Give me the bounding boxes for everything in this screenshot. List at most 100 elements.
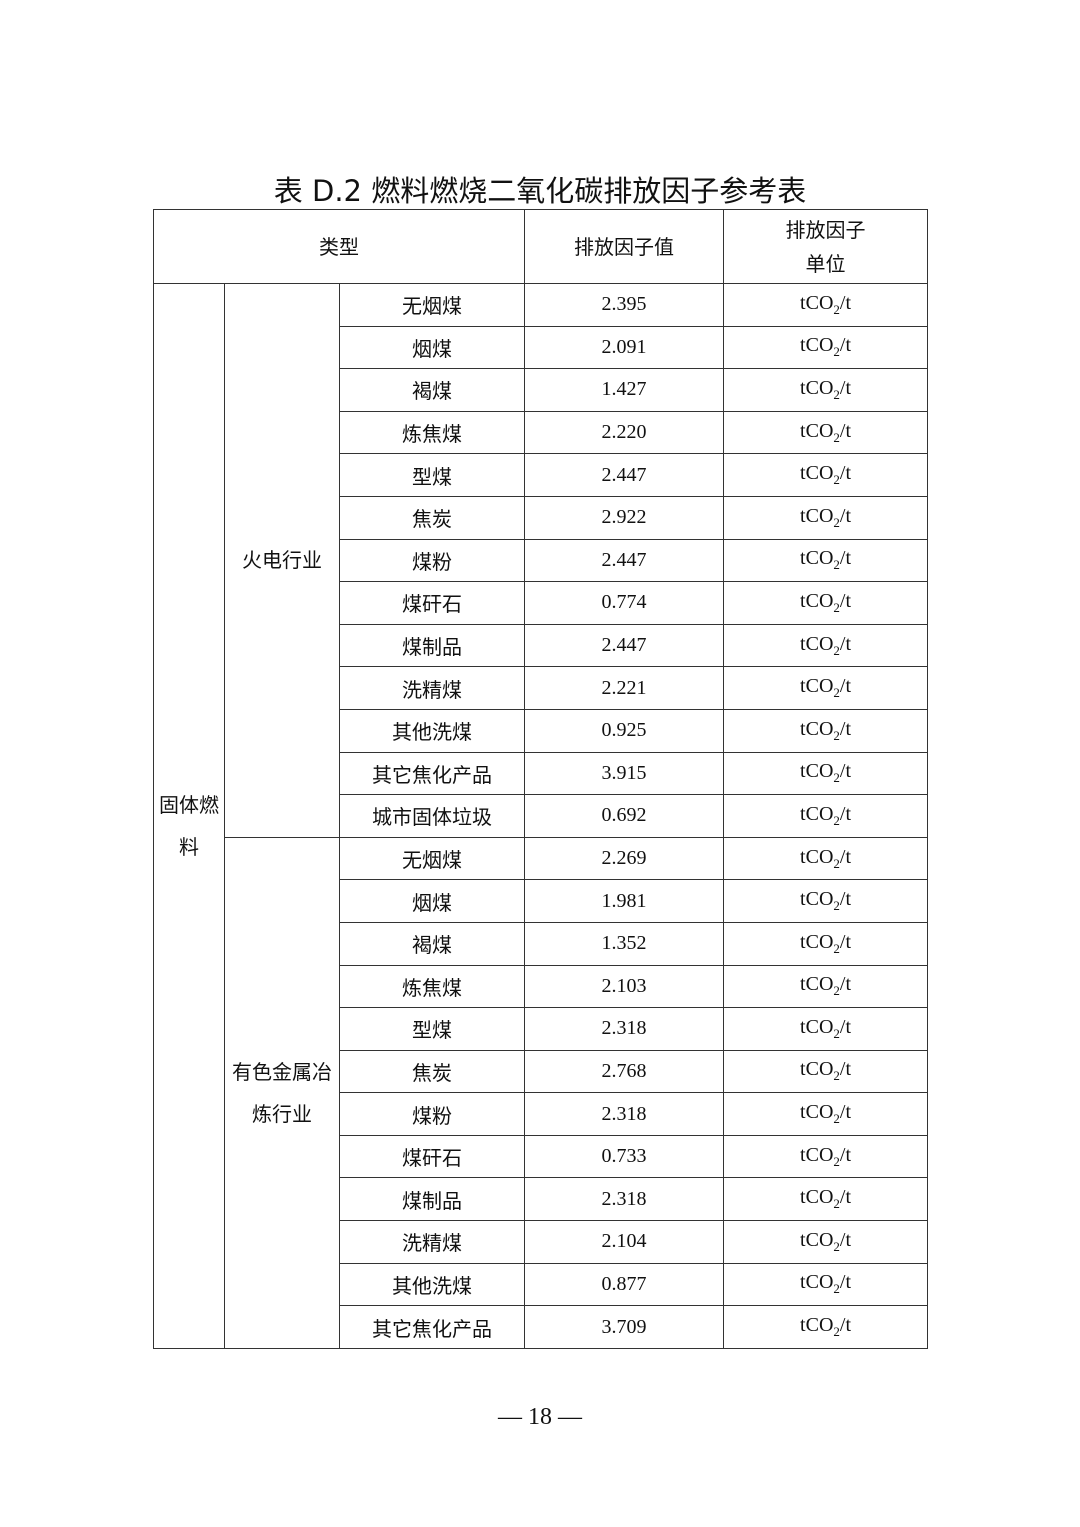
unit-prefix: tCO: [800, 717, 834, 740]
unit-suffix: /t: [839, 547, 852, 570]
factor-value: 1.352: [524, 921, 725, 966]
factor-value: 0.774: [524, 581, 725, 625]
unit-suffix: /t: [839, 1015, 852, 1038]
unit-suffix: /t: [839, 334, 852, 357]
fuel-name: 其他洗煤: [338, 1262, 526, 1307]
fuel-name: 焦炭: [338, 1049, 526, 1094]
factor-value: 2.220: [524, 410, 725, 455]
factor-unit: tCO2/t: [723, 751, 929, 796]
unit-prefix: tCO: [800, 462, 834, 485]
factor-unit: tCO2/t: [723, 836, 929, 881]
unit-sub: 2: [833, 1238, 840, 1254]
unit-prefix: tCO: [800, 632, 834, 655]
factor-value: 2.922: [524, 495, 725, 540]
fuel-name: 烟煤: [338, 325, 526, 370]
factor-unit: tCO2/t: [723, 1007, 929, 1051]
factor-value: 0.733: [524, 1134, 725, 1179]
unit-suffix: /t: [839, 1143, 852, 1166]
fuel-name: 其它焦化产品: [338, 1305, 526, 1349]
factor-value: 2.447: [524, 623, 725, 668]
unit-suffix: /t: [839, 1186, 852, 1209]
unit-sub: 2: [833, 685, 840, 701]
factor-value: 2.318: [524, 1177, 725, 1222]
unit-sub: 2: [833, 429, 840, 445]
unit-suffix: /t: [839, 930, 852, 953]
unit-sub: 2: [833, 599, 840, 615]
header-row: 类型 排放因子值 排放因子 单位: [152, 209, 929, 284]
factor-unit: tCO2/t: [723, 1049, 929, 1094]
unit-sub: 2: [833, 1281, 840, 1297]
category-cell: 固体燃料: [153, 283, 225, 1349]
factor-value: 0.925: [524, 708, 725, 753]
unit-suffix: /t: [839, 802, 852, 825]
unit-suffix: /t: [839, 717, 852, 740]
fuel-name: 炼焦煤: [338, 410, 526, 455]
factor-value: 2.221: [524, 666, 725, 710]
emission-factor-table: 类型 排放因子值 排放因子 单位 固体燃料 火电行业 无烟煤 2.395 tCO2/t 烟煤…: [152, 209, 929, 1349]
fuel-name: 型煤: [338, 453, 526, 497]
fuel-name: 褐煤: [338, 921, 526, 966]
unit-suffix: /t: [839, 504, 852, 527]
fuel-name: 煤粉: [338, 538, 526, 583]
unit-prefix: tCO: [800, 802, 834, 825]
unit-suffix: /t: [839, 589, 852, 612]
table-row: 褐煤 1.427 tCO2/t: [154, 368, 929, 412]
unit-suffix: /t: [839, 419, 852, 442]
fuel-name: 无烟煤: [338, 836, 526, 881]
unit-suffix: /t: [839, 1101, 852, 1124]
fuel-name: 炼焦煤: [338, 964, 526, 1009]
factor-value: 3.709: [524, 1305, 725, 1349]
fuel-name: 煤矸石: [338, 1134, 526, 1179]
unit-sub: 2: [833, 1196, 840, 1212]
unit-prefix: tCO: [800, 589, 834, 612]
factor-value: 2.447: [524, 453, 725, 497]
table-row: 褐煤 1.352 tCO2/t: [154, 921, 929, 966]
table-row: 其它焦化产品 3.709 tCO2/t: [154, 1305, 929, 1349]
table-row: 有色金属冶炼行业 无烟煤 2.269 tCO2/t: [154, 836, 929, 1349]
unit-prefix: tCO: [800, 1143, 834, 1166]
unit-sub: 2: [833, 1111, 840, 1127]
unit-suffix: /t: [839, 760, 852, 783]
unit-sub: 2: [833, 301, 840, 317]
header-type: 类型: [152, 209, 526, 284]
unit-sub: 2: [833, 1068, 840, 1084]
table-row: 洗精煤 2.104 tCO2/t: [154, 1220, 929, 1264]
unit-sub: 2: [833, 855, 840, 871]
unit-sub: 2: [833, 1153, 840, 1169]
unit-suffix: /t: [839, 888, 852, 911]
table-title: 表 D.2 燃料燃烧二氧化碳排放因子参考表: [273, 174, 807, 208]
table-row: 型煤 2.318 tCO2/t: [154, 1007, 929, 1051]
page-number: — 18 —: [498, 1404, 582, 1430]
factor-unit: tCO2/t: [723, 666, 929, 710]
table-row: 洗精煤 2.221 tCO2/t: [154, 666, 929, 710]
factor-value: 2.447: [524, 538, 725, 583]
factor-unit: tCO2/t: [723, 921, 929, 966]
unit-suffix: /t: [839, 1228, 852, 1251]
factor-unit: tCO2/t: [723, 453, 929, 497]
factor-unit: tCO2/t: [723, 1092, 929, 1136]
unit-prefix: tCO: [800, 1186, 834, 1209]
unit-prefix: tCO: [800, 334, 834, 357]
unit-prefix: tCO: [800, 1314, 834, 1337]
table-row: 煤矸石 0.774 tCO2/t: [154, 581, 929, 625]
table-row: 烟煤 2.091 tCO2/t: [154, 325, 929, 370]
unit-sub: 2: [833, 812, 840, 828]
fuel-name: 其他洗煤: [338, 708, 526, 753]
unit-suffix: /t: [839, 675, 852, 698]
table-row: 其他洗煤 0.877 tCO2/t: [154, 1262, 929, 1307]
unit-sub: 2: [833, 642, 840, 658]
factor-unit: tCO2/t: [723, 581, 929, 625]
table-row: 炼焦煤 2.103 tCO2/t: [154, 964, 929, 1009]
unit-prefix: tCO: [800, 419, 834, 442]
table-row: 固体燃料 火电行业 无烟煤 2.395 tCO2/t: [153, 283, 929, 1349]
table-row: 煤矸石 0.733 tCO2/t: [154, 1134, 929, 1179]
fuel-name: 型煤: [338, 1007, 526, 1051]
factor-value: 2.091: [524, 325, 725, 370]
header-unit-line1: 排放因子: [785, 217, 866, 242]
unit-prefix: tCO: [800, 376, 834, 399]
factor-value: 2.768: [524, 1049, 725, 1094]
factor-unit: tCO2/t: [723, 1305, 929, 1349]
factor-value: 1.427: [524, 368, 725, 412]
industry-cell: 有色金属冶炼行业: [224, 836, 340, 1349]
unit-sub: 2: [833, 514, 840, 530]
